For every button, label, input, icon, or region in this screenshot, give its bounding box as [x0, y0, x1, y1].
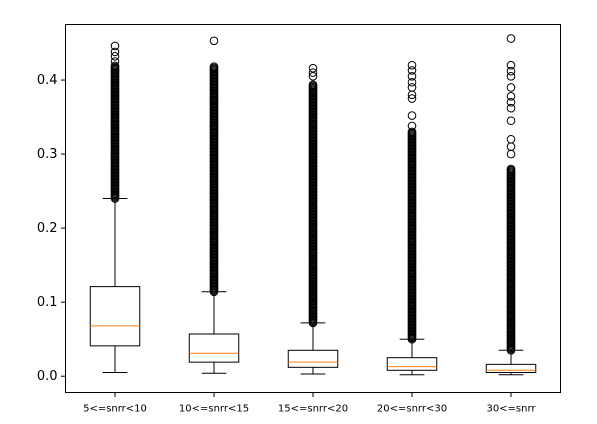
outlier-point [407, 60, 417, 70]
y-tick-label: 0.4 [37, 73, 58, 88]
outlier-point [110, 41, 120, 51]
outlier-point [407, 121, 417, 131]
outlier-point [506, 72, 516, 81]
outlier-point [506, 103, 516, 113]
outlier-point [407, 66, 417, 75]
outlier-point [506, 92, 516, 101]
x-tick-label: 5<=snrr<10 [83, 404, 147, 415]
box-group [485, 34, 537, 376]
outlier-point [506, 116, 516, 126]
outlier-point [110, 52, 120, 61]
box-group [89, 41, 141, 374]
outlier-point [110, 61, 120, 71]
outlier-point [110, 47, 120, 57]
y-tick-label: 0.2 [37, 221, 58, 236]
outlier-point [407, 83, 417, 92]
x-tick-label: 30<=snrr [486, 404, 536, 415]
outlier-point [506, 164, 516, 174]
outlier-point [308, 68, 318, 77]
outlier-point [209, 62, 219, 72]
axis-layer: 0.0 0.1 0.2 0.3 0.4 5<=snrr<10 10<=snrr<15 15<=… [37, 73, 537, 414]
outlier-point [506, 97, 516, 107]
iqr-box [287, 349, 339, 368]
outlier-point [506, 66, 516, 76]
x-tick-label: 20<=snrr<30 [377, 404, 447, 415]
outlier-point [110, 57, 120, 66]
outlier-point [308, 63, 318, 73]
outlier-point [506, 83, 516, 92]
iqr-box [89, 286, 141, 347]
x-tick-label: 10<=snrr<15 [179, 404, 249, 415]
outlier-point [407, 77, 417, 87]
outlier-point [407, 94, 417, 103]
iqr-box [188, 333, 240, 363]
box-group [287, 63, 339, 375]
outlier-point [308, 72, 318, 81]
y-tick-label: 0.0 [37, 369, 58, 384]
outlier-point [407, 111, 417, 120]
outlier-point [209, 36, 219, 46]
y-tick-label: 0.1 [37, 295, 58, 310]
box-group [386, 60, 438, 376]
outlier-point [308, 80, 318, 90]
iqr-box [485, 363, 537, 374]
outlier-point [506, 34, 516, 43]
plot-layer [89, 34, 537, 376]
x-tick-label: 15<=snrr<20 [278, 404, 348, 415]
outlier-point [506, 60, 516, 70]
iqr-box [386, 357, 438, 371]
outlier-point [407, 72, 417, 81]
y-tick-label: 0.3 [37, 147, 58, 162]
box-group [188, 36, 240, 374]
outlier-point [407, 127, 417, 137]
outlier-point [506, 134, 516, 144]
